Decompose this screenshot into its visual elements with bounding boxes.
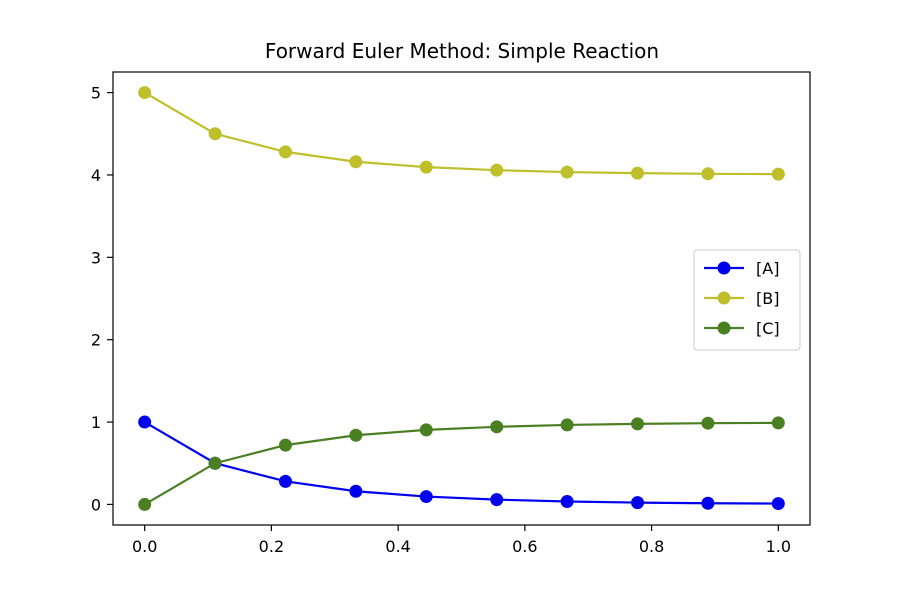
data-point — [771, 416, 785, 430]
series-line — [144, 91, 779, 176]
data-point — [138, 497, 152, 511]
series-layer — [138, 86, 785, 511]
legend-item: [B] — [704, 289, 779, 308]
legend-marker — [717, 261, 731, 275]
data-point — [278, 438, 292, 452]
data-point — [490, 493, 504, 507]
legend-marker — [717, 291, 731, 305]
data-point — [490, 163, 504, 177]
legend-label: [C] — [756, 319, 780, 338]
data-point — [138, 86, 152, 100]
legend: [A] [B] [C] — [693, 249, 801, 351]
x-tick-label: 1.0 — [766, 537, 791, 556]
legend-item: [A] — [704, 259, 779, 278]
data-point — [631, 496, 645, 510]
series-1 — [138, 86, 785, 181]
data-point — [349, 155, 363, 169]
data-point — [560, 165, 574, 179]
y-tick-label: 1 — [91, 413, 101, 432]
series-line — [144, 421, 779, 505]
legend-marker — [717, 321, 731, 335]
data-point — [208, 456, 222, 470]
data-point — [349, 484, 363, 498]
y-tick-label: 4 — [91, 166, 101, 185]
axes: 0.0 0.2 0.4 0.6 0.8 1.0 0 1 2 3 4 5 — [91, 84, 791, 556]
x-tick-label: 0.8 — [639, 537, 664, 556]
data-point — [631, 417, 645, 431]
data-point — [419, 490, 433, 504]
legend-label: [B] — [756, 289, 779, 308]
legend-label: [A] — [756, 259, 779, 278]
data-point — [701, 167, 715, 181]
x-tick-label: 0.6 — [512, 537, 537, 556]
y-tick-label: 5 — [91, 84, 101, 103]
y-tick-label: 0 — [91, 495, 101, 514]
data-point — [560, 418, 574, 432]
y-tick-label: 2 — [91, 331, 101, 350]
chart-title: Forward Euler Method: Simple Reaction — [265, 39, 659, 63]
x-tick-label: 0.4 — [385, 537, 410, 556]
data-point — [701, 416, 715, 430]
plot-frame — [112, 71, 811, 526]
data-point — [349, 428, 363, 442]
data-point — [278, 474, 292, 488]
data-point — [771, 497, 785, 511]
series-line — [144, 421, 779, 506]
data-point — [701, 496, 715, 510]
series-2 — [138, 416, 785, 511]
data-point — [278, 145, 292, 159]
data-point — [631, 166, 645, 180]
data-point — [419, 423, 433, 437]
y-tick-label: 3 — [91, 248, 101, 267]
legend-box — [693, 249, 801, 351]
data-point — [138, 415, 152, 429]
data-point — [208, 127, 222, 141]
data-point — [771, 167, 785, 181]
data-point — [419, 160, 433, 174]
data-point — [490, 420, 504, 434]
series-0 — [138, 415, 785, 511]
x-tick-label: 0.0 — [132, 537, 157, 556]
x-tick-label: 0.2 — [259, 537, 284, 556]
data-point — [560, 495, 574, 509]
legend-item: [C] — [704, 319, 780, 338]
